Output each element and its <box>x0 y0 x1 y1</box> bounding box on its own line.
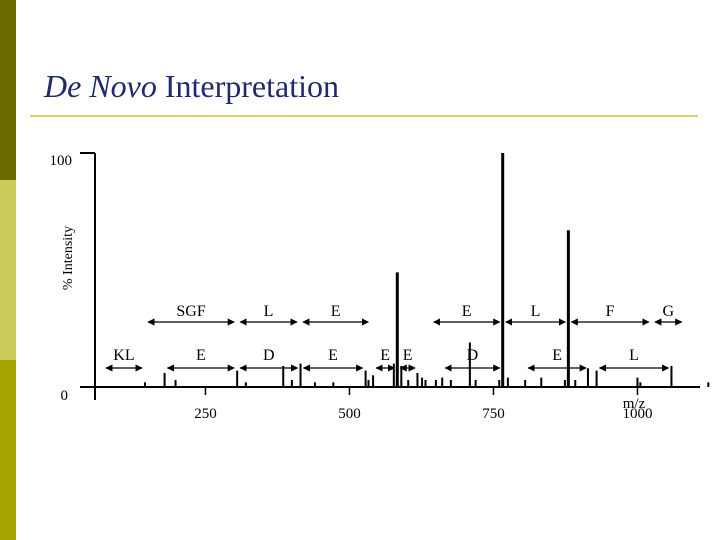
title-rule <box>30 115 698 117</box>
upper-annotation-label: L <box>264 303 274 320</box>
slide-title: De Novo Interpretation <box>44 68 339 105</box>
x-tick-label-750: 750 <box>482 406 505 422</box>
y-axis-label: % Intensity <box>61 226 76 290</box>
slide-title-rest: Interpretation <box>156 68 339 104</box>
y-tick-label-100: 100 <box>50 153 73 169</box>
lower-annotation-label: E <box>552 347 562 364</box>
lower-annotation-label: L <box>629 347 639 364</box>
upper-annotation-label: E <box>462 303 472 320</box>
y-tick-label-0: 0 <box>61 388 69 404</box>
lower-annotation-label: D <box>263 347 275 364</box>
x-axis-label: m/z <box>623 396 646 412</box>
x-tick-label-500: 500 <box>338 406 361 422</box>
slide-title-italic: De Novo <box>44 68 157 104</box>
upper-annotation-label: F <box>606 303 615 320</box>
lower-annotation-label: KL <box>113 347 134 364</box>
upper-annotation-label: L <box>531 303 541 320</box>
lower-annotation-label: E <box>328 347 338 364</box>
upper-annotation-label: E <box>331 303 341 320</box>
decorative-band-bottom <box>0 360 16 540</box>
decorative-band-top <box>0 0 16 180</box>
x-tick-label-1000: 1000 <box>622 406 652 422</box>
lower-annotation-label: E <box>380 347 390 364</box>
x-tick-label-250: 250 <box>194 406 217 422</box>
upper-annotation-label: SGF <box>176 303 205 320</box>
lower-annotation-label: D <box>467 347 479 364</box>
decorative-band-middle <box>0 180 16 360</box>
upper-annotation-label: G <box>663 303 675 320</box>
lower-annotation-label: E <box>403 347 413 364</box>
lower-annotation-label: E <box>196 347 206 364</box>
